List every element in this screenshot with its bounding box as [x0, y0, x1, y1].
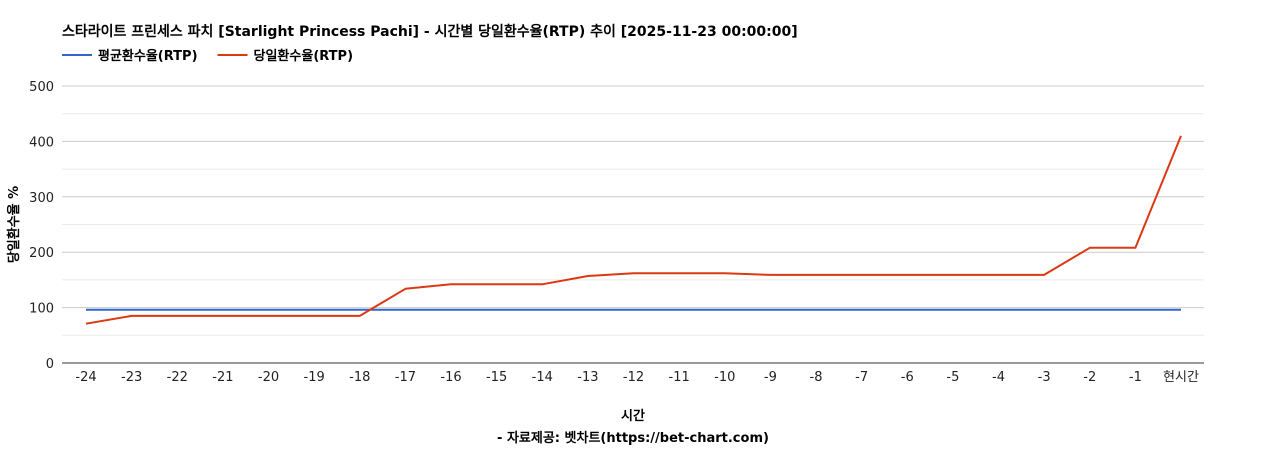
x-tick-label: -1: [1129, 370, 1142, 385]
x-tick-label: -17: [395, 370, 416, 385]
x-axis-title: 시간: [621, 408, 645, 424]
y-axis-ticks: 0 100 200 300 400 500: [29, 80, 54, 372]
x-tick-label: -15: [486, 370, 507, 385]
legend-label: 평균환수율(RTP): [98, 48, 198, 64]
x-tick-label: -21: [212, 370, 233, 385]
y-tick-label: 200: [29, 246, 54, 261]
x-tick-label: -4: [992, 370, 1005, 385]
x-tick-label: -18: [349, 370, 370, 385]
x-tick-label: -23: [121, 370, 142, 385]
x-tick-label: -19: [304, 370, 325, 385]
x-tick-label: -6: [901, 370, 914, 385]
series-lines: [85, 135, 1182, 325]
series-line-2: [85, 135, 1182, 325]
x-tick-label: -13: [577, 370, 598, 385]
x-tick-label: -2: [1083, 370, 1096, 385]
y-tick-label: 300: [29, 191, 54, 206]
grid-lines: [62, 85, 1204, 336]
x-tick-label: -20: [258, 370, 279, 385]
x-tick-label: -3: [1038, 370, 1051, 385]
chart-title: 스타라이트 프린세스 파치 [Starlight Princess Pachi]…: [62, 23, 798, 40]
legend-label: 당일환수율(RTP): [254, 48, 354, 64]
y-tick-label: 500: [29, 80, 54, 95]
x-tick-label: -10: [714, 370, 735, 385]
y-tick-label: 0: [46, 357, 54, 372]
data-source-footer: - 자료제공: 벳차트(https://bet-chart.com): [497, 430, 769, 446]
x-tick-label: -24: [75, 370, 96, 385]
x-tick-label: -12: [623, 370, 644, 385]
x-tick-label: -8: [810, 370, 823, 385]
x-tick-label: -16: [440, 370, 461, 385]
x-tick-label: -22: [167, 370, 188, 385]
x-tick-label: -9: [764, 370, 777, 385]
x-tick-label: -14: [532, 370, 553, 385]
x-tick-label: 현시간: [1163, 370, 1199, 385]
legend: 평균환수율(RTP) 당일환수율(RTP): [62, 48, 353, 64]
y-tick-label: 400: [29, 135, 54, 150]
x-axis-ticks: -24 -23 -22 -21 -20 -19 -18 -17 -16 -15 -14 -13 -12 -…: [75, 370, 1199, 385]
x-tick-label: -7: [855, 370, 868, 385]
x-tick-label: -5: [946, 370, 959, 385]
y-axis-title: 당일환수율 %: [6, 186, 22, 263]
y-tick-label: 100: [29, 302, 54, 317]
x-tick-label: -11: [669, 370, 690, 385]
